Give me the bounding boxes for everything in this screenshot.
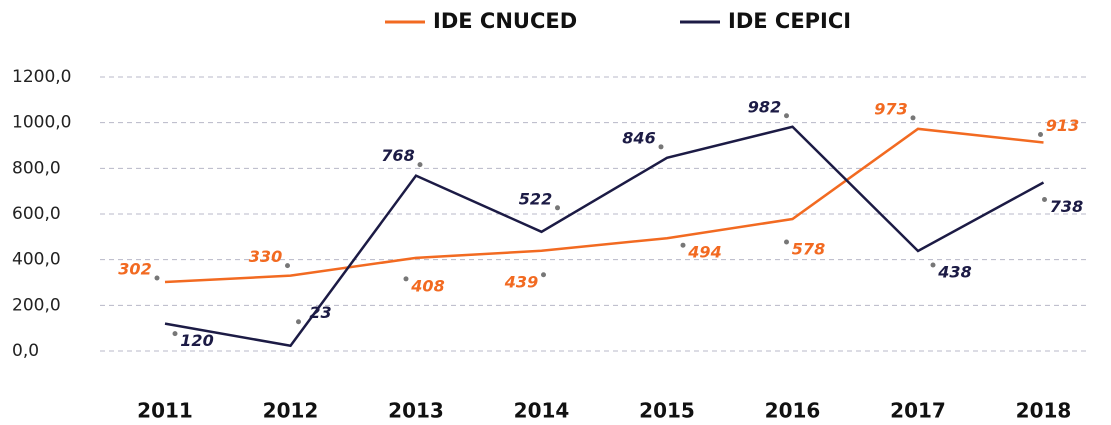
label-pin (910, 115, 916, 121)
label-pin (541, 272, 546, 278)
y-tick-label: 400,0 (12, 250, 61, 270)
label-pin (658, 144, 664, 150)
y-tick-label: 200,0 (12, 295, 61, 315)
label-pin (172, 331, 178, 337)
data-label: 439 (504, 272, 538, 291)
x-tick-label: 2011 (137, 399, 193, 423)
x-tick-label: 2015 (639, 399, 695, 423)
label-pin (417, 162, 423, 168)
x-tick-label: 2013 (388, 399, 444, 423)
x-tick-label: 2014 (514, 399, 570, 423)
label-pin (930, 262, 936, 268)
label-pin (285, 263, 290, 269)
legend-label: IDE CNUCED (433, 9, 577, 33)
data-label: 846 (622, 128, 655, 147)
x-tick-label: 2018 (1016, 399, 1072, 423)
data-label: 522 (519, 189, 552, 208)
data-label: 973 (874, 99, 907, 118)
label-pin (680, 242, 686, 248)
data-label: 982 (748, 97, 781, 116)
data-label: 408 (410, 276, 444, 295)
y-tick-label: 1200,0 (12, 67, 71, 87)
data-label: 330 (249, 247, 282, 266)
data-label: 494 (687, 243, 721, 262)
label-pin (1042, 196, 1047, 202)
label-pin (296, 319, 301, 325)
data-label: 738 (1050, 197, 1083, 216)
legend-label: IDE CEPICI (728, 9, 851, 33)
label-pin (555, 205, 560, 211)
y-tick-label: 600,0 (12, 204, 61, 224)
label-pin (1038, 132, 1043, 138)
data-label: 438 (937, 262, 971, 281)
label-pin (784, 113, 789, 119)
data-label: 578 (792, 240, 825, 259)
x-tick-label: 2016 (765, 399, 821, 423)
data-label: 120 (180, 331, 213, 350)
series-line (164, 125, 1045, 348)
y-tick-label: 0,0 (12, 341, 39, 361)
label-pin (403, 276, 409, 282)
label-pin (784, 239, 789, 245)
label-pin (154, 275, 160, 281)
y-tick-label: 1000,0 (12, 113, 71, 133)
data-label: 768 (381, 146, 414, 165)
data-label: 302 (118, 260, 151, 279)
x-tick-label: 2017 (890, 399, 946, 423)
x-tick-label: 2012 (263, 399, 319, 423)
series-line (164, 127, 1044, 284)
data-label: 913 (1046, 116, 1079, 135)
data-label: 23 (309, 303, 331, 322)
y-tick-label: 800,0 (12, 158, 61, 178)
